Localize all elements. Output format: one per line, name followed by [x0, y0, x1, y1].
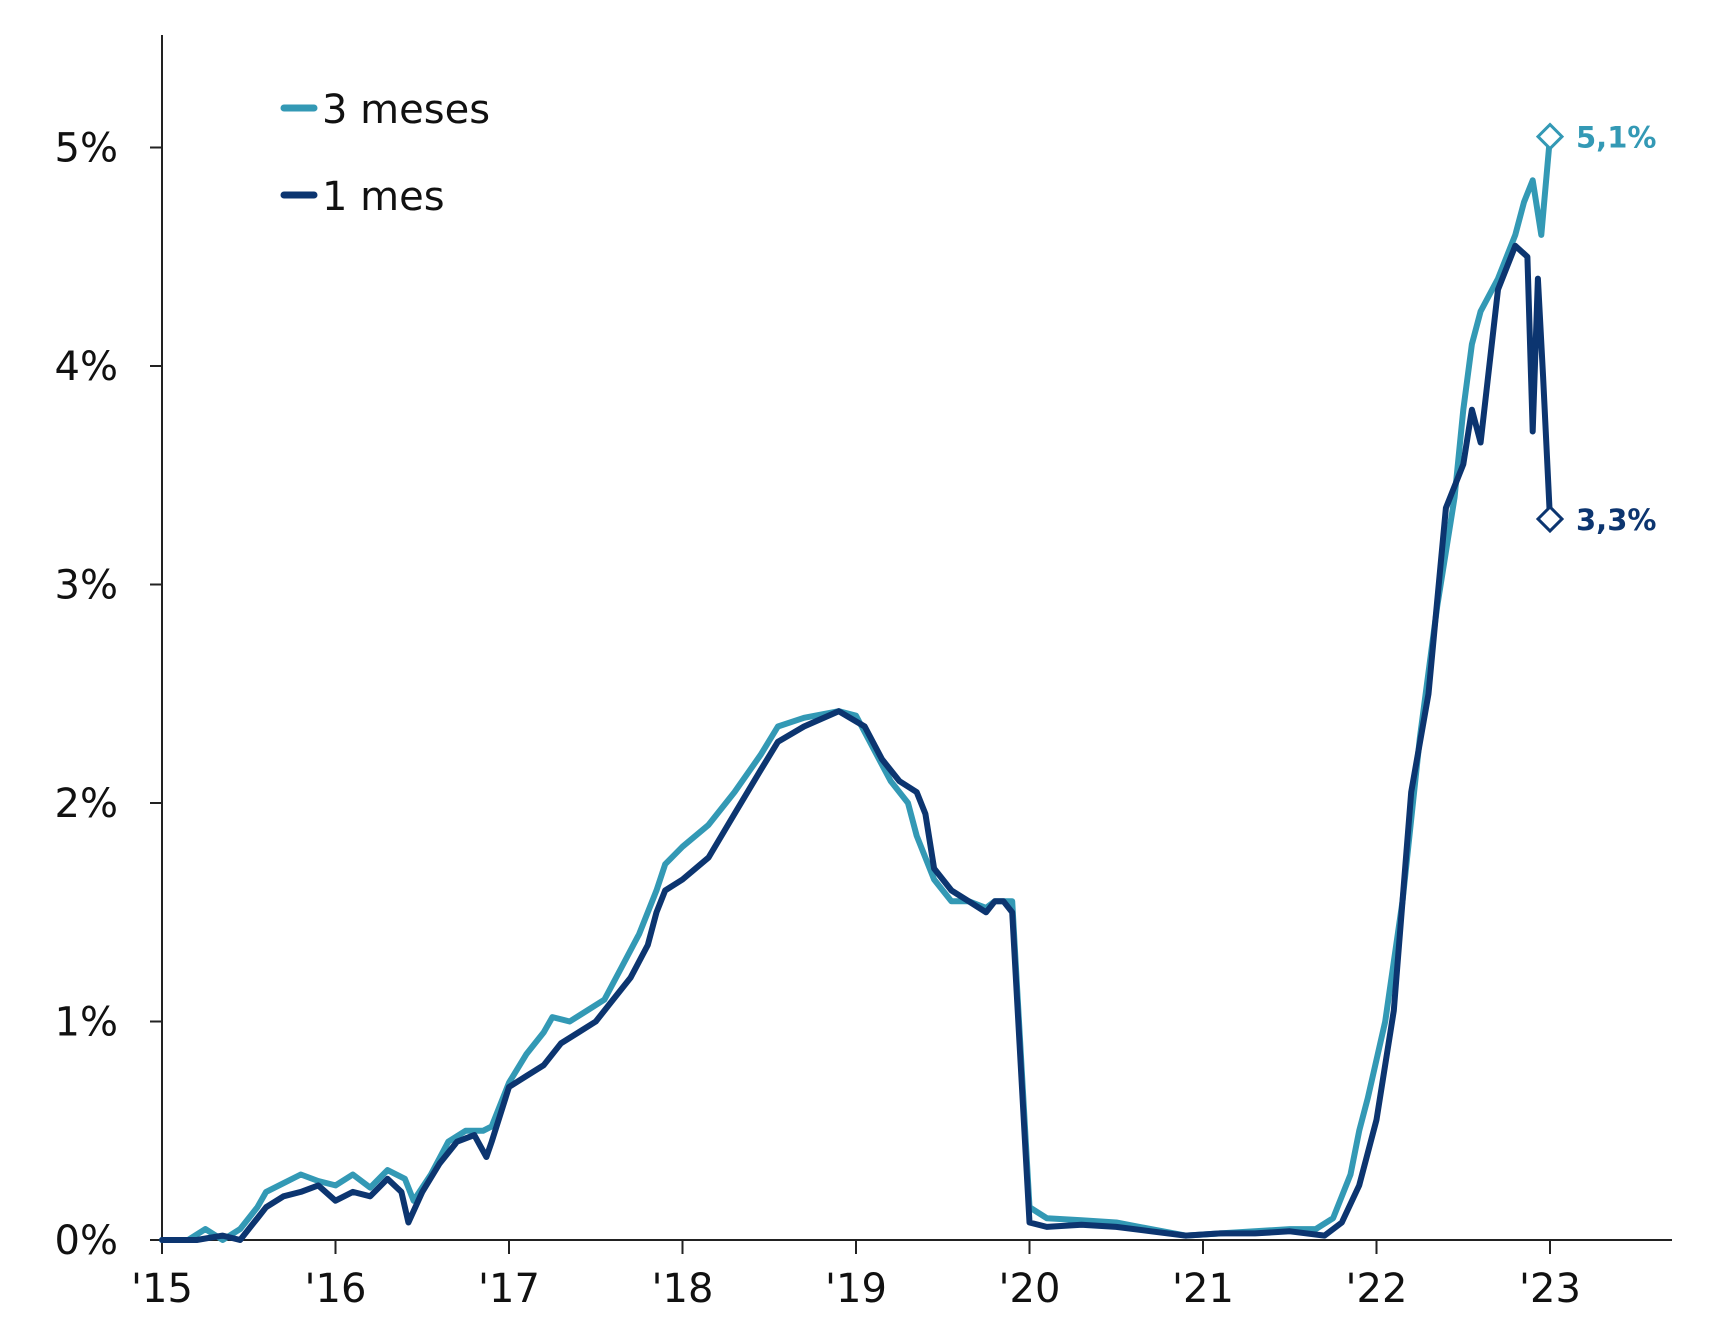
- y-tick-label: 1%: [55, 1000, 118, 1046]
- end-marker-diamond: [1535, 504, 1565, 534]
- end-markers: 5,1% 3,3%: [1535, 121, 1656, 537]
- y-tick-label: 5%: [55, 126, 118, 172]
- end-value-label: 3,3%: [1576, 503, 1656, 537]
- x-tick-label: '22: [1346, 1266, 1408, 1312]
- x-tick-label: '19: [825, 1266, 887, 1312]
- end-marker-diamond: [1535, 122, 1565, 151]
- x-tick-label: '16: [305, 1266, 367, 1312]
- end-value-label: 5,1%: [1576, 121, 1656, 155]
- series-layer: [159, 133, 1553, 1243]
- axes: 0% 1% 2% 3% 4% 5% '15 '16 '17 '18 '19 '20 '21 '22 '23: [55, 35, 1672, 1312]
- series-line-3-meses: [159, 133, 1553, 1243]
- y-tick-label: 2%: [55, 781, 118, 827]
- x-tick-label: '15: [131, 1266, 193, 1312]
- legend-label: 3 meses: [322, 87, 490, 133]
- x-tick-label: '21: [1172, 1266, 1234, 1312]
- series-line-1-mes: [159, 242, 1553, 1243]
- x-tick-label: '20: [999, 1266, 1061, 1312]
- y-tick-label: 3%: [55, 563, 118, 609]
- x-tick-label: '17: [478, 1266, 540, 1312]
- x-tick-label: '23: [1519, 1266, 1581, 1312]
- legend: 3 meses 1 mes: [280, 87, 490, 220]
- legend-label: 1 mes: [322, 174, 445, 220]
- x-tick-label: '18: [652, 1266, 714, 1312]
- y-tick-label: 0%: [55, 1218, 118, 1264]
- y-tick-label: 4%: [55, 344, 118, 390]
